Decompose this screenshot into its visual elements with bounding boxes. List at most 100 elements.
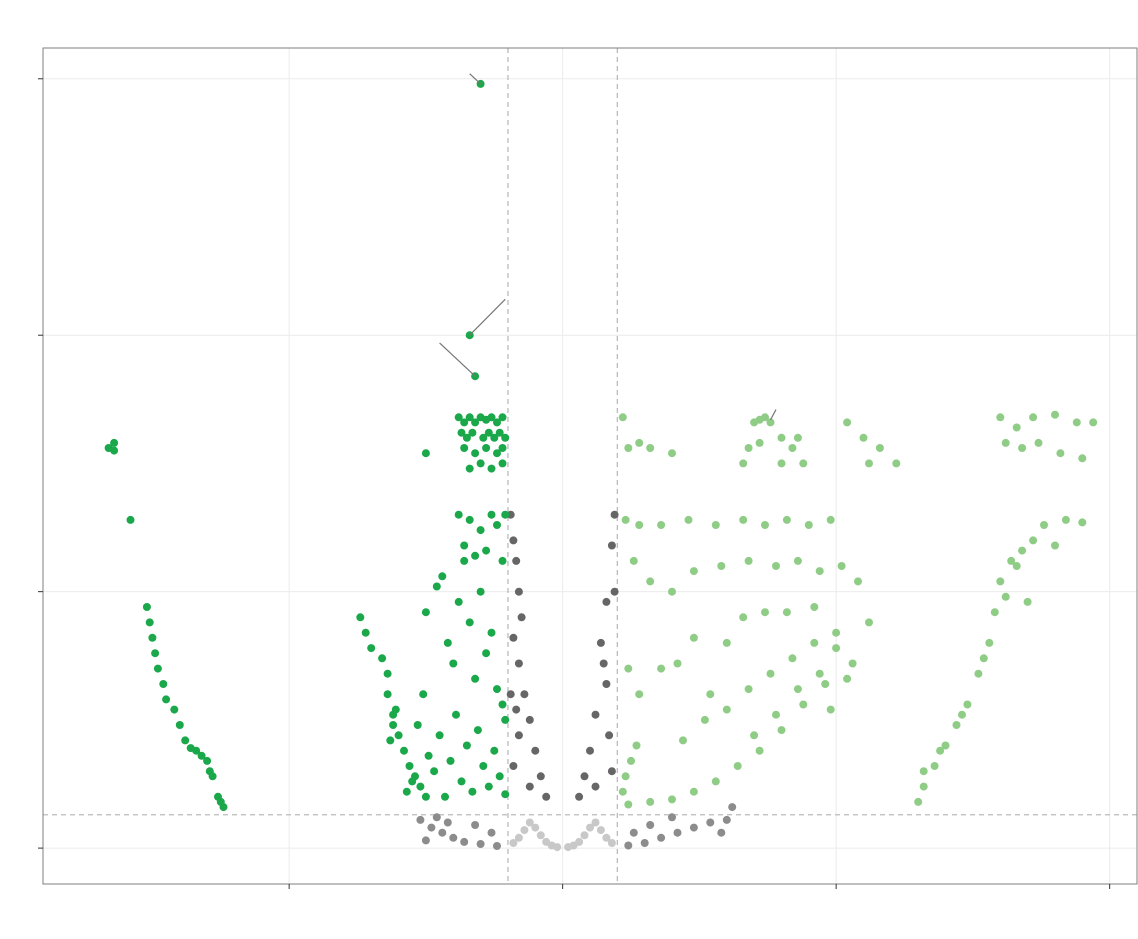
data-point-down-significant [471,674,480,683]
data-point-down-significant [110,446,119,455]
data-point-up-significant [1007,556,1016,565]
data-point-up-significant [668,449,676,458]
data-point-fold-only [580,772,589,781]
data-point-fold-only [514,587,523,596]
data-point-down-significant [460,418,469,427]
data-point-down-significant [181,736,190,745]
data-point-up-significant [892,459,901,468]
data-point-up-significant [930,762,939,770]
data-point-p-only [624,841,633,850]
data-point-p-only [629,828,638,837]
data-point-down-significant [471,449,480,458]
data-point-down-significant [383,669,392,678]
data-point-down-significant [460,541,469,550]
data-point-down-significant [386,736,395,745]
label-segments [439,73,777,421]
data-point-down-significant [383,690,392,699]
data-point-p-only [722,815,731,824]
label-segment [439,342,476,377]
data-point-fold-only [512,705,521,714]
label-segment [769,409,777,421]
data-point-fold-only [602,597,611,606]
data-point-down-significant [484,782,493,791]
data-point-down-significant [465,464,474,473]
data-point-up-significant [629,556,638,565]
data-point-up-significant [799,459,808,468]
data-point-up-significant [761,413,769,422]
data-point-up-significant [1029,413,1038,422]
data-point-up-significant [657,664,666,673]
data-point-up-significant [1089,418,1098,427]
data-point-down-significant [468,787,477,796]
data-point-down-significant [462,433,471,442]
data-point-down-significant [482,444,491,452]
data-point-down-significant [208,772,217,781]
data-point-up-significant [936,746,945,755]
data-point-up-significant [788,654,797,663]
data-point-up-significant [985,638,994,647]
data-point-down-significant [468,428,477,437]
data-point-down-significant [498,459,507,468]
data-point-down-significant [482,546,491,555]
data-point-up-significant [1012,423,1021,432]
data-point-p-only [728,803,737,812]
data-point-up-significant [832,644,841,653]
data-point-up-significant [679,736,687,745]
data-point-down-significant [170,705,179,714]
data-point-down-significant [126,515,135,524]
data-point-up-significant [941,741,950,750]
data-point-fold-only [586,746,594,755]
data-point-up-significant [1034,438,1043,447]
data-point-down-significant [460,444,469,452]
data-point-down-significant [159,680,168,688]
data-point-down-significant [361,628,370,637]
data-point-up-significant [657,521,666,529]
data-point-p-only [471,821,480,829]
data-point-fold-only [531,746,540,755]
data-point-down-significant [400,746,408,755]
data-point-p-only [640,839,649,847]
data-point-up-significant [772,710,780,719]
data-point-up-significant [744,444,753,452]
data-point-p-only [449,833,458,842]
data-point-down-significant [493,685,501,694]
data-point-up-significant [952,721,961,729]
data-point-down-significant [454,510,463,519]
data-point-fold-only [599,659,608,668]
data-point-down-significant [479,433,488,442]
data-point-up-significant [668,795,676,804]
data-point-up-significant [782,515,791,524]
data-point-down-significant [498,556,507,565]
data-point-down-significant [356,613,365,622]
data-point-fold-only [542,792,551,801]
data-point-down-significant [162,695,171,704]
data-point-p-only [646,821,655,829]
data-point-up-significant [772,562,780,570]
data-point-down-significant [476,526,485,535]
data-point-not-significant [509,839,518,847]
data-point-up-significant [689,633,698,642]
data-point-down-significant [435,731,444,740]
data-point-up-significant [627,756,635,765]
data-point-up-significant [1072,418,1081,427]
data-point-down-significant [391,705,400,714]
data-point-fold-only [591,782,600,791]
data-point-down-significant [487,510,496,519]
data-point-fold-only [509,762,518,770]
data-point-up-significant [689,567,698,576]
data-point-down-significant [389,721,398,729]
data-point-p-only [416,815,425,824]
data-point-down-significant [487,464,496,473]
data-point-down-significant [462,741,471,750]
data-point-not-significant [596,826,605,835]
data-point-p-only [673,828,682,837]
data-point-p-only [668,813,676,822]
data-point-up-significant [744,556,753,565]
data-point-up-significant [859,433,868,442]
data-point-down-significant [203,756,212,765]
data-point-up-significant [837,562,846,570]
data-point-down-significant [490,433,499,442]
data-point-up-significant [815,567,824,576]
data-point-up-significant [1056,449,1065,458]
